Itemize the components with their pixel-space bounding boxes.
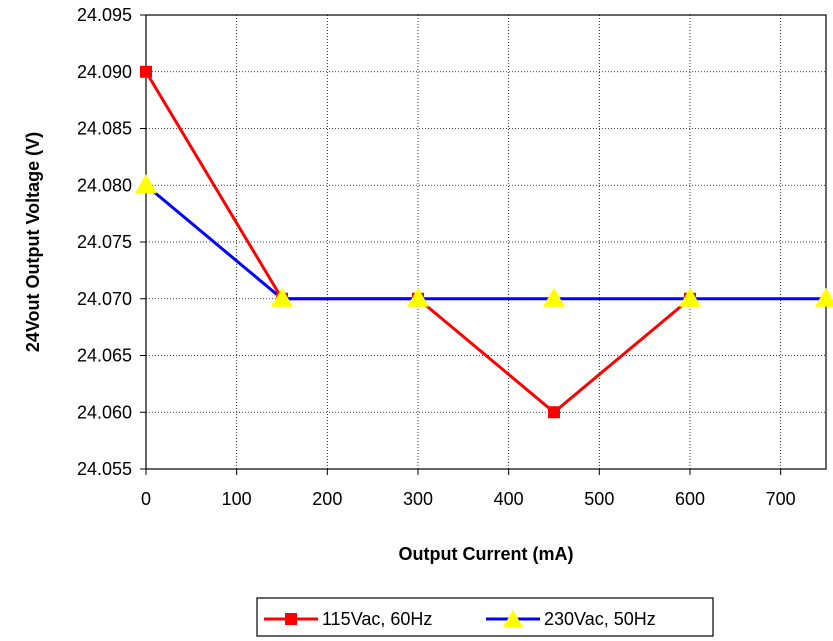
data-point-230vac	[135, 174, 157, 194]
y-tick-label: 24.065	[77, 346, 132, 366]
y-tick-label: 24.055	[77, 459, 132, 479]
data-point-230vac	[543, 287, 565, 307]
legend-box	[256, 597, 714, 637]
x-axis-title: Output Current (mA)	[399, 544, 574, 564]
y-tick-label: 24.085	[77, 119, 132, 139]
y-tick-label: 24.095	[77, 5, 132, 25]
series-line-230vac	[145, 184, 826, 301]
y-tick-label: 24.060	[77, 402, 132, 422]
data-point-230vac	[407, 287, 429, 307]
legend-marker-115vac	[285, 613, 297, 625]
x-axis-ticks: 0 100 200 300 400 500 600 700	[141, 469, 796, 509]
x-tick-label: 500	[584, 489, 614, 509]
y-tick-label: 24.070	[77, 289, 132, 309]
y-tick-label: 24.090	[77, 62, 132, 82]
x-tick-label: 700	[766, 489, 796, 509]
data-point-115vac	[548, 406, 560, 419]
data-point-230vac	[271, 287, 293, 307]
x-tick-label: 400	[494, 489, 524, 509]
legend-label-230vac: 230Vac, 50Hz	[544, 609, 656, 629]
series-layer	[135, 65, 833, 419]
y-axis-title: 24Vout Output Voltage (V)	[23, 132, 43, 352]
x-tick-label: 100	[222, 489, 252, 509]
x-tick-label: 600	[675, 489, 705, 509]
y-axis-ticks: 24.055 24.060 24.065 24.070 24.075 24.080 24.0…	[77, 5, 146, 479]
legend-marker-230vac	[503, 610, 523, 627]
data-point-230vac	[815, 287, 833, 307]
y-tick-label: 24.075	[77, 232, 132, 252]
y-tick-label: 24.080	[77, 175, 132, 195]
legend: 115Vac, 60Hz 230Vac, 50Hz	[256, 597, 714, 637]
data-point-115vac	[140, 65, 152, 78]
data-point-230vac	[679, 287, 701, 307]
legend-label-115vac: 115Vac, 60Hz	[322, 609, 432, 629]
x-tick-label: 200	[312, 489, 342, 509]
x-tick-label: 0	[141, 489, 151, 509]
x-tick-label: 300	[403, 489, 433, 509]
